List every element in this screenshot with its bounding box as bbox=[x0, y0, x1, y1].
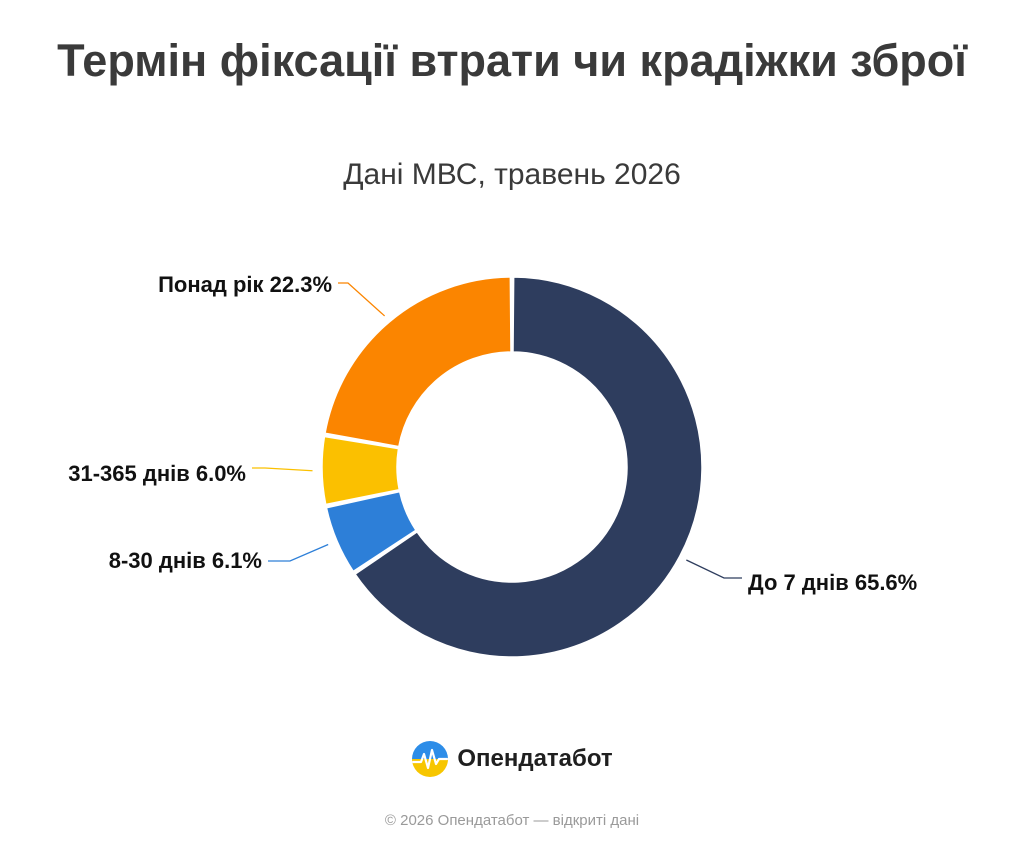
slice-label-До 7 днів: До 7 днів 65.6% bbox=[748, 570, 917, 595]
slice-label-8-30 днів: 8-30 днів 6.1% bbox=[109, 548, 262, 573]
footer-copyright: © 2026 Опендатабот — відкриті дані bbox=[384, 812, 640, 829]
chart-title: Термін фіксації втрати чи крадіжки зброї bbox=[57, 35, 967, 86]
leader-line-8-30 днів bbox=[268, 543, 329, 562]
slice-Понад рік bbox=[324, 276, 512, 448]
brand-name: Опендатабот bbox=[457, 745, 613, 772]
leader-line-Понад рік bbox=[338, 282, 386, 317]
leader-line-До 7 днів bbox=[686, 559, 742, 579]
opendatabot-logo-icon bbox=[412, 741, 449, 777]
slice-31-365 днів bbox=[321, 435, 401, 506]
chart-subtitle: Дані МВС, травень 2026 bbox=[343, 158, 681, 191]
slice-8-30 днів bbox=[325, 490, 417, 573]
slice-label-31-365 днів: 31-365 днів 6.0% bbox=[68, 461, 246, 486]
leader-line-31-365 днів bbox=[252, 467, 313, 472]
slice-До 7 днів bbox=[354, 276, 703, 658]
brand: Опендатабот bbox=[0, 740, 1024, 778]
donut-slices bbox=[321, 276, 703, 658]
slice-labels: До 7 днів 65.6% 8-30 днів 6.1% 31-365 днів… bbox=[68, 272, 917, 595]
slice-label-Понад рік: Понад рік 22.3% bbox=[158, 272, 332, 297]
leader-lines bbox=[252, 282, 742, 579]
